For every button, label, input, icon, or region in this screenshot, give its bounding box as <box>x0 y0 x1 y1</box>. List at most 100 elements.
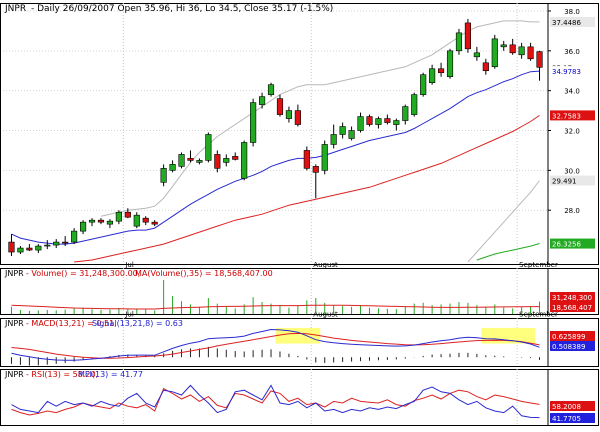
macd-panel: 0.625899 0.508389 <box>10 327 595 366</box>
candle-body <box>384 118 391 123</box>
rsi-badge: 58.2008 <box>552 403 581 411</box>
volume-badge: 18,568,407 <box>552 304 592 312</box>
candle-body <box>17 247 24 253</box>
candle-body <box>339 126 346 135</box>
lower-band-line <box>467 180 540 263</box>
mfi-line <box>11 384 540 419</box>
volume-panel: 31,248,300 18,568,407 <box>10 280 595 314</box>
candle-body <box>446 50 454 78</box>
rsi-panel: 58.2008 41.7705 <box>11 384 595 423</box>
volume-badge: 31,248,300 <box>552 294 592 302</box>
candle-body <box>205 134 212 161</box>
grid-lines: Jul Jul August August September September <box>3 3 558 425</box>
volume-title-ma: MA(Volume(),35) = 18,568,407.00 <box>135 269 273 278</box>
candle-body <box>393 120 400 125</box>
candle-body <box>348 130 355 139</box>
price-frame <box>0 3 599 265</box>
candle-body <box>88 219 96 223</box>
candle-body <box>178 154 185 167</box>
candle-body <box>223 158 230 163</box>
candle-body <box>455 32 463 52</box>
macd-line <box>11 328 540 361</box>
candle-body <box>276 98 284 115</box>
macd-badge-bg <box>550 341 595 351</box>
candle-body <box>473 52 480 58</box>
candle-body <box>196 160 203 163</box>
candle-body <box>106 220 113 225</box>
price-badge-bg <box>550 238 595 249</box>
candle-body <box>214 154 221 169</box>
candle-body <box>330 134 337 145</box>
price-tick-label: 34.0 <box>564 88 580 96</box>
volume-title-symbol: JNPR <box>4 269 24 278</box>
price-badge: 34.9783 <box>552 68 581 76</box>
candle-body <box>187 158 194 161</box>
price-badge-bg <box>550 175 595 186</box>
candle-body <box>357 116 364 131</box>
candle-body <box>491 38 498 68</box>
macd-title-signal: Signal(13,21,8) = 0.63 <box>92 319 183 328</box>
rsi-badge-bg <box>550 401 595 411</box>
price-axis: 38.036.034.032.030.028.037.448635.1734.9… <box>548 8 595 249</box>
rsi-title-symbol: JNPR <box>4 370 24 379</box>
candle-body <box>411 94 418 115</box>
month-label: August <box>313 261 338 269</box>
candle-body <box>375 118 382 125</box>
macd-badge-bg <box>550 331 595 341</box>
price-tick-label: 30.0 <box>564 167 580 175</box>
candle-body <box>303 150 310 169</box>
price-badge-bg <box>550 110 595 121</box>
price-badge-bg <box>550 66 595 77</box>
month-label: September <box>519 311 558 319</box>
candle-body <box>151 221 158 225</box>
rsi-title-rsi: - RSI(13) = 58.20, <box>26 370 98 379</box>
price-tick-label: 32.0 <box>564 128 580 136</box>
price-badge: 32.7583 <box>552 112 581 120</box>
candle-body <box>169 164 176 171</box>
rsi-badge-bg <box>550 413 595 423</box>
candle-body <box>509 44 516 54</box>
macd-highlight <box>275 327 321 344</box>
volume-ma-line <box>11 304 540 310</box>
candle-body <box>250 102 257 143</box>
rsi-badge: 41.7705 <box>552 415 581 423</box>
candle-body <box>285 110 292 119</box>
rsi-line <box>11 387 540 416</box>
month-label: September <box>519 261 558 269</box>
candle-body <box>35 245 42 251</box>
candle-body <box>142 217 149 223</box>
candle-body <box>26 247 33 251</box>
candle-body <box>536 51 543 68</box>
macd-badge: 0.508389 <box>552 343 585 351</box>
price-tick-label: 38.0 <box>564 8 580 16</box>
macd-highlight <box>481 327 536 344</box>
macd-title-symbol: JNPR <box>4 319 24 328</box>
price-tick-label: 28.0 <box>564 207 580 215</box>
volume-badge-bg <box>550 292 595 302</box>
candle-body <box>8 241 15 253</box>
candle-body <box>402 106 409 121</box>
macd-frame <box>0 318 599 367</box>
macd-badge: 0.625899 <box>552 333 585 341</box>
short-ma-line <box>11 70 540 245</box>
candle-body <box>420 74 427 95</box>
candle-body <box>527 46 534 60</box>
price-title-text: - Daily 26/09/2007 Open 35.96, Hi 36, Lo… <box>31 4 333 14</box>
candle-body <box>115 211 122 222</box>
long-ma-line <box>476 243 540 261</box>
month-label: August <box>313 311 338 319</box>
candle-body <box>80 221 87 232</box>
candle-body <box>267 84 275 95</box>
candle-body <box>518 46 525 56</box>
month-label: Jul <box>124 311 134 319</box>
price-badge-bg <box>550 16 595 27</box>
price-panel <box>8 18 543 263</box>
candle-body <box>294 110 301 125</box>
candle-body <box>160 168 167 183</box>
candle-body <box>500 44 507 48</box>
candle-body <box>62 241 69 244</box>
rsi-title-mfi: MFI(13) = 41.77 <box>78 370 143 379</box>
panel-frames <box>0 3 599 426</box>
